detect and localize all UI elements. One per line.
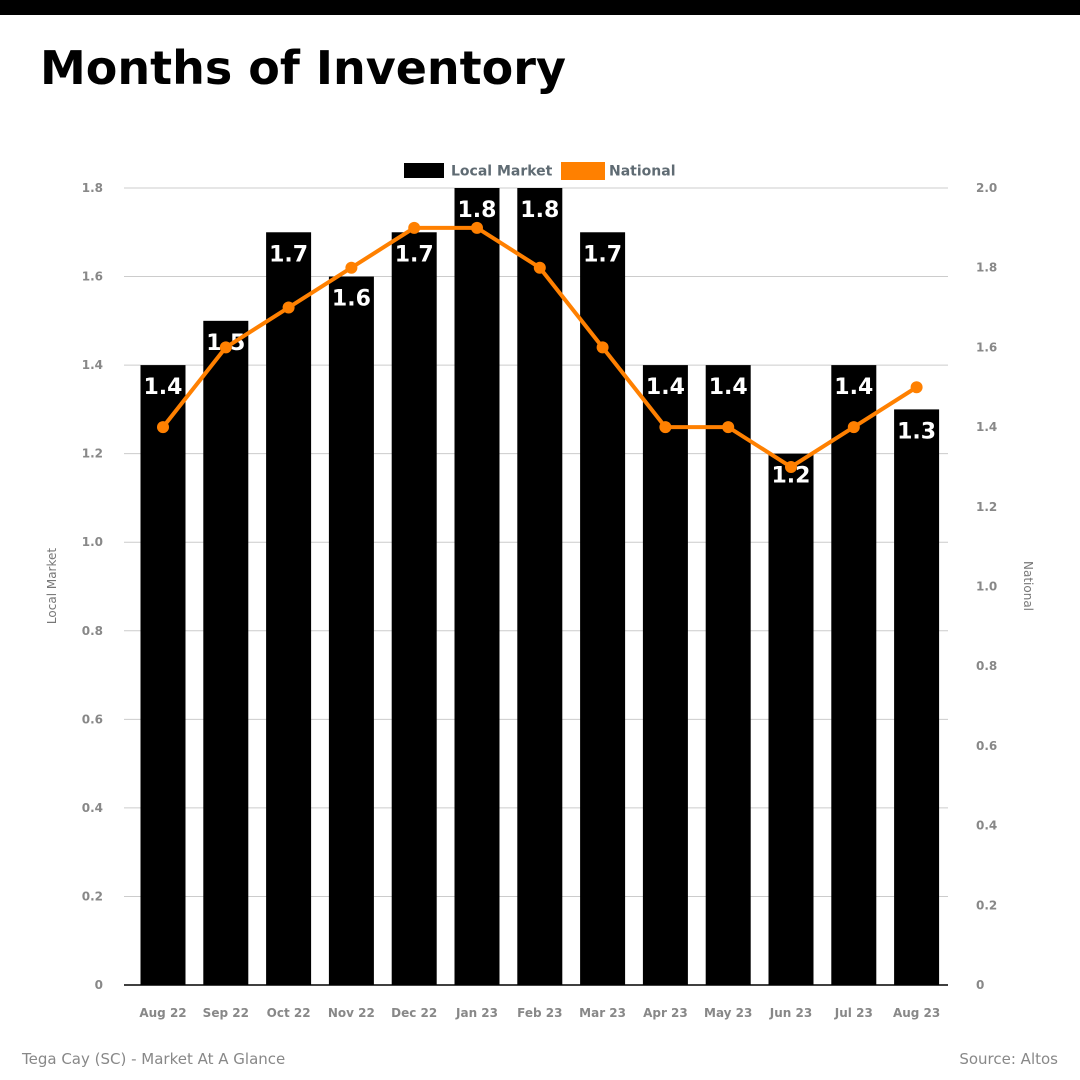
bar-aug-23[interactable] — [894, 409, 940, 985]
right-tick-label: 0 — [976, 978, 984, 992]
national-line — [157, 221, 923, 473]
right-tick-label: 1.6 — [976, 340, 997, 354]
page-title: Months of Inventory — [40, 41, 566, 95]
footer-market-label: Tega Cay (SC) - Market At A Glance — [22, 1050, 286, 1068]
x-tick-label: Aug 23 — [893, 1006, 940, 1020]
bar-value-label: 1.6 — [332, 287, 371, 312]
left-tick-label: 0.6 — [82, 712, 103, 726]
right-tick-label: 0.2 — [976, 898, 997, 912]
x-tick-label: Sep 22 — [203, 1006, 249, 1020]
x-tick-label: Apr 23 — [643, 1006, 688, 1020]
left-tick-label: 1.4 — [82, 358, 103, 372]
bar-nov-22[interactable] — [328, 276, 374, 985]
bar-jan-23[interactable] — [454, 188, 500, 985]
left-axis-title: Local Market — [45, 548, 59, 624]
bar-value-label: 1.8 — [458, 198, 497, 223]
national-point-jul-23[interactable] — [847, 421, 860, 434]
x-tick-label: Jun 23 — [769, 1006, 812, 1020]
bar-value-labels: 1.41.51.71.61.71.81.81.71.41.41.21.41.3 — [144, 198, 937, 489]
bar-value-label: 1.4 — [144, 375, 183, 400]
bar-value-label: 1.7 — [269, 242, 308, 267]
left-tick-label: 1.8 — [82, 181, 103, 195]
national-point-aug-23[interactable] — [910, 381, 923, 394]
x-tick-label: Mar 23 — [579, 1006, 626, 1020]
legend-label-national[interactable]: National — [609, 164, 676, 180]
x-tick-label: Jan 23 — [455, 1006, 498, 1020]
x-tick-label: Jul 23 — [834, 1006, 873, 1020]
bar-jul-23[interactable] — [831, 365, 877, 986]
top-bar — [0, 0, 1080, 15]
national-point-jun-23[interactable] — [785, 460, 797, 473]
bar-value-label: 1.4 — [646, 375, 685, 400]
legend-label-local[interactable]: Local Market — [451, 164, 553, 180]
legend-swatch-local[interactable] — [404, 163, 444, 178]
bar-sep-22[interactable] — [203, 320, 249, 985]
bar-value-label: 1.3 — [897, 419, 936, 444]
axes: 0 0.2 0.4 0.6 0.8 1.0 1.2 1.4 1.6 1.8 0 0.2 0.4 0.6 0.… — [82, 181, 998, 1020]
bar-value-label: 1.8 — [520, 198, 559, 223]
national-point-apr-23[interactable] — [659, 421, 672, 434]
bar-value-label: 1.4 — [709, 375, 748, 400]
right-tick-label: 0.6 — [976, 739, 997, 753]
right-tick-label: 1.8 — [976, 261, 997, 275]
right-tick-label: 1.0 — [976, 580, 997, 594]
right-tick-label: 2.0 — [976, 181, 997, 195]
left-tick-label: 0.4 — [82, 801, 103, 815]
bar-jun-23[interactable] — [768, 453, 814, 986]
x-tick-label: Feb 23 — [517, 1006, 562, 1020]
bar-value-label: 1.7 — [583, 242, 622, 267]
left-tick-label: 0.8 — [82, 624, 103, 638]
x-tick-label: Aug 22 — [139, 1006, 186, 1020]
right-tick-label: 1.2 — [976, 500, 997, 514]
x-tick-label: Dec 22 — [391, 1006, 437, 1020]
national-point-may-23[interactable] — [722, 421, 735, 434]
bar-aug-22[interactable] — [140, 365, 186, 986]
bar-mar-23[interactable] — [580, 232, 626, 985]
bar-dec-22[interactable] — [391, 232, 437, 985]
national-point-mar-23[interactable] — [596, 341, 609, 354]
national-point-dec-22[interactable] — [408, 221, 421, 234]
national-point-jan-23[interactable] — [471, 221, 483, 234]
national-point-feb-23[interactable] — [533, 261, 546, 274]
right-tick-label: 1.4 — [976, 420, 997, 434]
legend-swatch-national[interactable] — [561, 162, 605, 180]
bar-value-label: 1.4 — [834, 375, 873, 400]
footer-source: Source: Altos — [959, 1050, 1058, 1068]
national-point-sep-22[interactable] — [219, 341, 232, 354]
left-tick-label: 1.2 — [82, 447, 103, 461]
bar-apr-23[interactable] — [642, 365, 688, 986]
local-market-bars — [140, 188, 940, 986]
bar-may-23[interactable] — [705, 365, 751, 986]
national-point-aug-22[interactable] — [157, 421, 169, 434]
left-tick-label: 1.0 — [82, 535, 103, 549]
right-tick-label: 0.4 — [976, 819, 997, 833]
right-tick-label: 0.8 — [976, 659, 997, 673]
x-tick-label: Oct 22 — [267, 1006, 311, 1020]
x-tick-label: May 23 — [704, 1006, 752, 1020]
legend: Local Market National — [404, 162, 676, 180]
national-point-oct-22[interactable] — [282, 301, 295, 314]
left-tick-label: 0.2 — [82, 889, 103, 903]
bar-feb-23[interactable] — [517, 188, 563, 985]
left-tick-label: 0 — [95, 978, 103, 992]
bar-value-label: 1.7 — [395, 242, 434, 267]
national-point-nov-22[interactable] — [345, 261, 358, 274]
right-axis-title: National — [1021, 561, 1035, 611]
left-tick-label: 1.6 — [82, 270, 103, 284]
bar-oct-22[interactable] — [266, 232, 312, 985]
x-tick-label: Nov 22 — [328, 1006, 375, 1020]
